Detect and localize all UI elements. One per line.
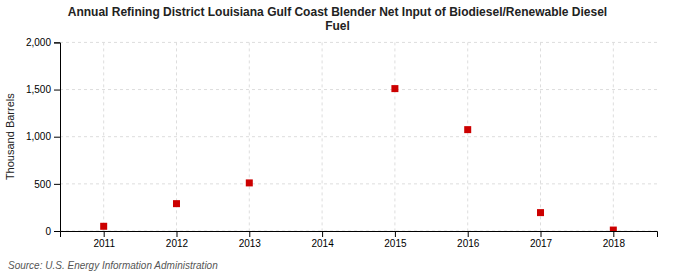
points bbox=[100, 85, 617, 231]
x-tick-mark bbox=[541, 231, 542, 237]
x-tick-label: 2013 bbox=[239, 238, 262, 249]
x-tick: 2011 bbox=[93, 231, 115, 249]
x-tick: 2018 bbox=[603, 231, 626, 249]
y-tick-mark bbox=[54, 42, 60, 43]
x-tick-label: 2017 bbox=[530, 238, 553, 249]
x-tick-label: 2016 bbox=[457, 238, 480, 249]
x-tick-label: 2011 bbox=[93, 238, 115, 249]
y-tick-mark bbox=[54, 184, 60, 185]
grid-line-y bbox=[60, 42, 657, 43]
point bbox=[246, 179, 253, 186]
y-tick: 500 bbox=[34, 179, 60, 190]
grid bbox=[60, 42, 657, 231]
x-tick: 2013 bbox=[239, 231, 262, 249]
point bbox=[173, 200, 180, 207]
y-tick-label: 500 bbox=[34, 179, 51, 190]
y-axis-line bbox=[54, 43, 61, 232]
y-tick: 1,500 bbox=[26, 84, 60, 95]
x-tick-label: 2014 bbox=[311, 238, 334, 249]
y-tick-mark bbox=[54, 137, 60, 138]
x-tick-mark bbox=[176, 231, 177, 237]
point bbox=[464, 126, 471, 133]
y-tick-mark bbox=[54, 231, 60, 232]
grid-line-x bbox=[540, 42, 541, 231]
grid-line-y bbox=[60, 136, 657, 137]
grid-line-x bbox=[613, 42, 614, 231]
x-tick: 2015 bbox=[384, 231, 407, 249]
y-axis: 0 500 1,000 1,500 2,000 bbox=[26, 37, 61, 237]
y-tick: 0 bbox=[45, 226, 60, 237]
y-tick: 2,000 bbox=[26, 37, 60, 48]
grid-line-y bbox=[60, 89, 657, 90]
grid-line-y bbox=[60, 183, 657, 184]
y-tick-label: 1,500 bbox=[26, 84, 51, 95]
y-tick: 1,000 bbox=[26, 131, 60, 142]
y-tick-label: 1,000 bbox=[26, 131, 51, 142]
x-tick: 2017 bbox=[530, 231, 553, 249]
point bbox=[100, 223, 107, 230]
grid-line-x bbox=[467, 42, 468, 231]
grid-line-x bbox=[322, 42, 323, 231]
x-tick-label: 2012 bbox=[166, 238, 189, 249]
x-tick-label: 2015 bbox=[384, 238, 407, 249]
x-tick-mark bbox=[395, 231, 396, 237]
y-axis-title: Thousand Barrels bbox=[4, 93, 16, 180]
point bbox=[391, 85, 398, 92]
x-tick: 2016 bbox=[457, 231, 480, 249]
y-tick-label: 0 bbox=[45, 226, 51, 237]
grid-line-x bbox=[103, 42, 104, 231]
point bbox=[537, 209, 544, 216]
x-tick-label: 2018 bbox=[603, 238, 626, 249]
chart: Annual Refining District Louisiana Gulf … bbox=[0, 0, 675, 275]
y-tick-label: 2,000 bbox=[26, 37, 51, 48]
x-tick-mark bbox=[468, 231, 469, 237]
plot-area: 2011 2012 2013 2014 2015 2016 2017 2018 0 500 1,00… bbox=[26, 37, 658, 249]
y-tick-mark bbox=[54, 90, 60, 91]
x-tick-mark bbox=[322, 231, 323, 237]
x-tick-mark bbox=[249, 231, 250, 237]
x-axis: 2011 2012 2013 2014 2015 2016 2017 2018 bbox=[61, 231, 658, 249]
grid-line-x bbox=[249, 42, 250, 231]
x-axis-line bbox=[61, 232, 658, 238]
x-tick-mark bbox=[613, 231, 614, 237]
grid-line-x bbox=[394, 42, 395, 231]
x-tick-mark bbox=[104, 231, 105, 237]
x-tick: 2012 bbox=[166, 231, 189, 249]
source: Source: U.S. Energy Information Administ… bbox=[8, 260, 218, 271]
point bbox=[610, 227, 617, 231]
x-tick: 2014 bbox=[311, 231, 334, 249]
title: Annual Refining District Louisiana Gulf … bbox=[68, 5, 607, 33]
